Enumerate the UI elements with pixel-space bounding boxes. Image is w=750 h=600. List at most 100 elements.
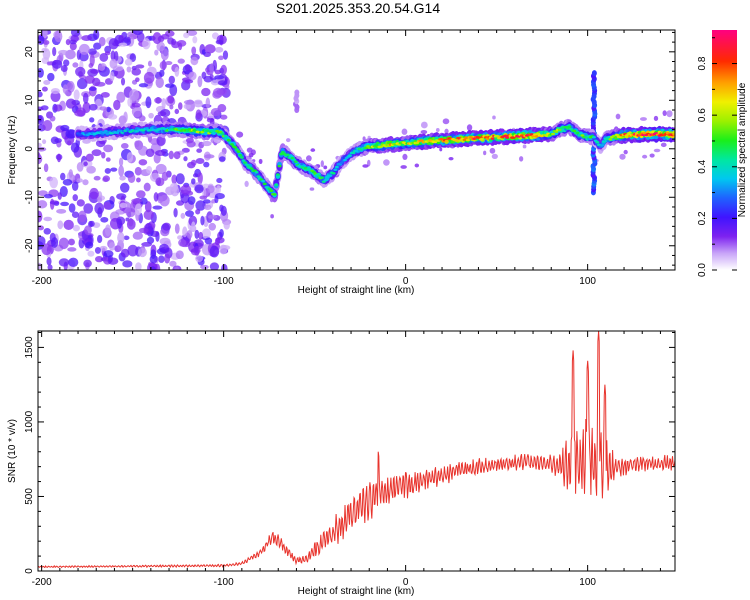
ridge-cell (256, 175, 261, 178)
noise-cell (68, 257, 79, 268)
noise-cell (131, 198, 143, 203)
ridge-cell (331, 172, 336, 175)
noise-cell (76, 199, 85, 207)
spike-cell (591, 70, 597, 77)
noise-cell (223, 220, 230, 230)
noise-cell (65, 98, 77, 109)
colorbar-tick-label: 0.8 (697, 56, 708, 70)
noise-cell (185, 210, 194, 217)
noise-cell (174, 266, 180, 270)
noise-cell (159, 60, 168, 70)
noise-cell (168, 150, 174, 160)
snr-ylabel: SNR (10 * v/v) (7, 419, 18, 483)
noise-cell (118, 157, 124, 167)
spectrogram-image (38, 30, 675, 270)
y-tick-label: 20 (24, 46, 35, 58)
noise-cell (200, 215, 205, 226)
speckle-cell (414, 163, 420, 168)
noise-cell (141, 242, 153, 247)
noise-cell (138, 247, 147, 258)
ridge-cell (354, 149, 359, 153)
noise-cell (109, 58, 118, 69)
noise-cell (93, 42, 102, 50)
noise-cell (107, 113, 118, 120)
noise-cell (154, 263, 161, 270)
ridge-cell (606, 135, 611, 139)
spike-cell (294, 89, 300, 96)
spectrogram-ylabel: Frequency (Hz) (7, 116, 18, 185)
noise-cell (88, 86, 97, 91)
ridge-cell (293, 160, 298, 163)
noise-cell (177, 58, 185, 64)
noise-cell (192, 36, 198, 44)
ridge-cell (148, 128, 153, 132)
noise-cell (197, 75, 203, 88)
noise-cell (78, 210, 87, 223)
noise-cell (84, 225, 92, 236)
noise-cell (158, 255, 165, 263)
ridge-cell (505, 136, 510, 139)
noise-cell (131, 102, 141, 108)
noise-cell (173, 151, 181, 160)
noise-cell (132, 231, 143, 240)
noise-cell (76, 162, 84, 172)
noise-cell (104, 224, 111, 237)
ridge-cell (244, 163, 249, 166)
colorbar-label: Normalized spectral amplitude (737, 82, 748, 217)
x-tick-label: -200 (32, 276, 52, 287)
noise-cell (159, 243, 170, 253)
speckle-cell (244, 180, 249, 188)
noise-cell (197, 172, 203, 185)
speckle-cell (442, 118, 450, 125)
speckle-cell (420, 121, 428, 129)
speckle-cell (639, 117, 647, 121)
noise-cell (70, 35, 79, 43)
speckle-cell (367, 159, 371, 167)
noise-cell (120, 248, 130, 258)
ridge-cell (285, 153, 290, 157)
speckle-cell (483, 150, 487, 156)
noise-cell (199, 195, 208, 200)
noise-cell (104, 45, 112, 54)
noise-cell (194, 229, 200, 240)
ridge-cell (614, 133, 619, 137)
noise-cell (178, 42, 183, 51)
noise-cell (101, 151, 106, 159)
noise-cell (183, 103, 191, 110)
noise-cell (214, 69, 222, 75)
noise-cell (128, 217, 134, 227)
noise-cell (75, 66, 86, 77)
noise-cell (91, 149, 102, 157)
noise-cell (69, 42, 77, 51)
y-tick-label: -10 (24, 190, 35, 205)
ridge-cell (592, 135, 596, 139)
speckle-cell (653, 115, 659, 121)
x-tick-label: 0 (403, 276, 409, 287)
ridge-cell (347, 154, 352, 157)
noise-cell (219, 244, 228, 255)
noise-cell (85, 241, 94, 249)
ridge-cell (490, 137, 495, 140)
noise-cell (148, 112, 154, 119)
speckle-cell (448, 156, 454, 161)
noise-cell (118, 42, 128, 47)
noise-cell (81, 35, 92, 42)
ridge-cell (205, 129, 210, 132)
noise-cell (153, 192, 159, 202)
ridge-cell (230, 143, 234, 146)
noise-cell (118, 165, 125, 177)
ridge-cell (611, 134, 616, 138)
speckle-cell (435, 128, 440, 132)
noise-cell (155, 177, 165, 187)
noise-cell (103, 144, 114, 153)
noise-cell (83, 203, 94, 214)
noise-cell (88, 48, 97, 55)
noise-cell (146, 165, 153, 174)
noise-cell (195, 200, 206, 211)
ridge-cell (544, 134, 549, 138)
noise-cell (195, 208, 201, 215)
noise-cell (82, 92, 89, 104)
noise-cell (70, 142, 80, 153)
